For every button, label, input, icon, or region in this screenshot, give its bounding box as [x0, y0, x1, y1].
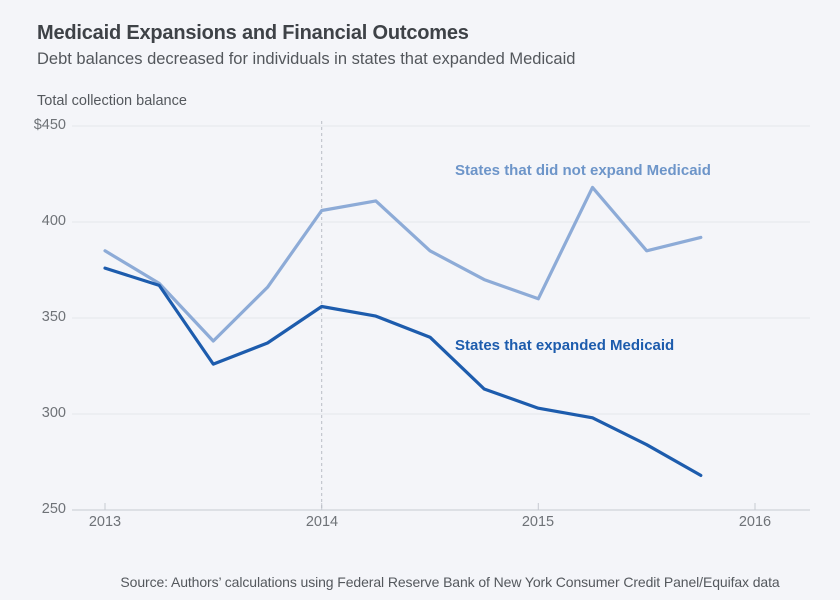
- x-tick-label: 2016: [738, 514, 772, 530]
- x-tick-label: 2014: [305, 514, 339, 530]
- y-tick-label: $450: [33, 117, 66, 133]
- line-states-not-expanded: [103, 185, 703, 343]
- y-tick-label: 400: [41, 213, 66, 229]
- y-axis-title: Total collection balance: [37, 93, 187, 109]
- x-tick-label: 2015: [521, 514, 555, 530]
- source-note: Source: Authors’ calculations using Fede…: [120, 574, 780, 590]
- page-title: Medicaid Expansions and Financial Outcom…: [37, 22, 469, 44]
- y-tick-label: 350: [41, 309, 66, 325]
- y-tick-label: 250: [41, 501, 66, 517]
- series-label-not-expanded: States that did not expand Medicaid: [455, 162, 711, 179]
- page-subtitle: Debt balances decreased for individuals …: [37, 50, 576, 68]
- y-tick-label: 300: [41, 405, 66, 421]
- x-tick-label: 2013: [88, 514, 122, 530]
- line-states-expanded: [103, 266, 703, 477]
- series-label-expanded: States that expanded Medicaid: [455, 337, 675, 354]
